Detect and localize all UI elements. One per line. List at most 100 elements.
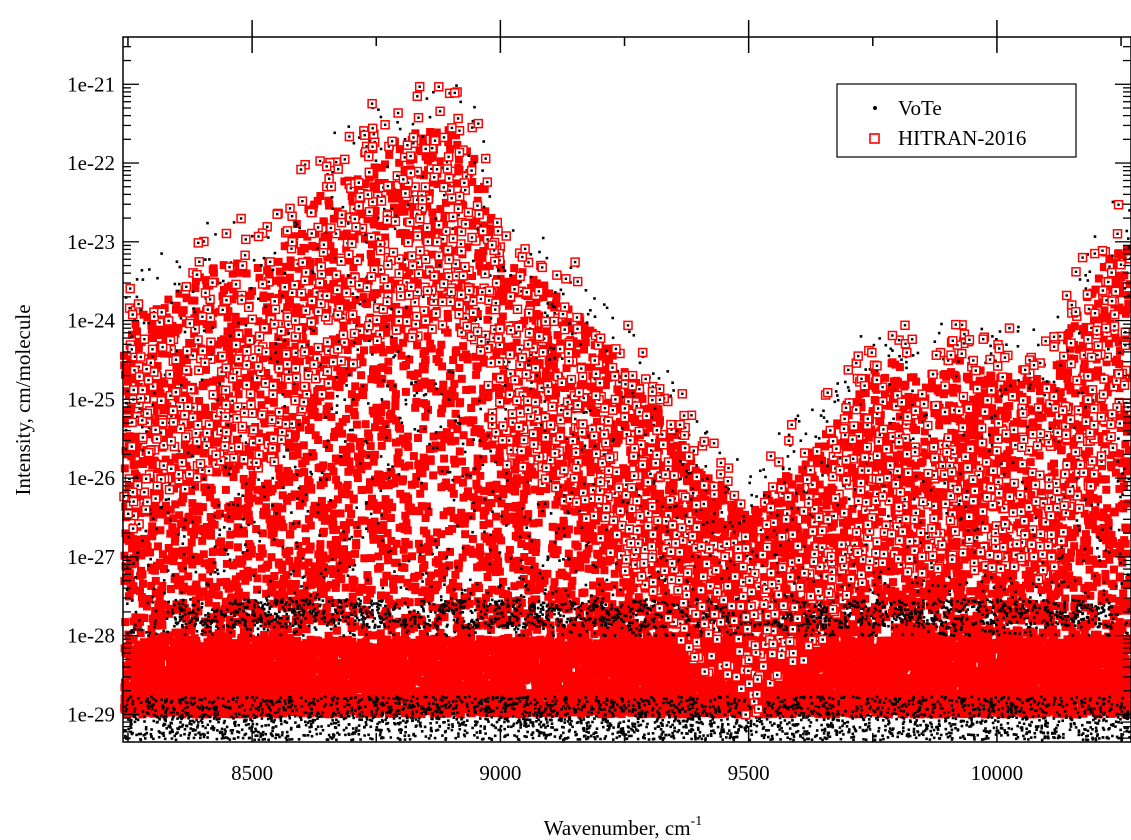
hitran-point [499,490,508,499]
hitran-point [228,561,237,570]
hitran-point [383,428,392,437]
hitran-point [211,402,219,411]
hitran-point [195,397,204,405]
hitran-point [316,544,325,553]
hitran-point [206,513,215,521]
hitran-point [121,618,130,627]
hitran-point [188,296,197,305]
hitran-point [440,211,449,220]
hitran-point [240,627,248,636]
hitran-point [520,553,529,561]
hitran-point [917,518,926,527]
hitran-point [352,538,361,547]
hitran-point [296,551,305,560]
hitran-point [458,478,467,487]
hitran-point [482,441,491,450]
hitran-point [201,531,210,540]
hitran-point [331,583,340,592]
hitran-point [1111,449,1120,458]
hitran-point [1058,361,1066,370]
hitran-point [414,434,422,442]
hitran-point [446,145,455,154]
hitran-point [449,514,458,522]
hitran-point [1071,528,1080,537]
hitran-point [311,431,320,440]
hitran-point [412,473,421,481]
hitran-point [232,529,241,538]
hitran-point [374,552,383,561]
hitran-point [283,496,292,505]
hitran-point [281,406,290,415]
hitran-point [199,527,208,535]
hitran-point [368,332,377,341]
hitran-point [644,419,653,428]
hitran-point [392,539,401,548]
hitran-point [223,327,232,336]
hitran-point [537,500,546,509]
hitran-point [267,588,276,597]
hitran-point [1050,459,1058,468]
hitran-point [294,469,303,478]
hitran-point [206,565,215,574]
hitran-point [599,621,608,630]
hitran-point [596,577,604,586]
hitran-point [467,404,476,412]
hitran-point [225,349,234,358]
hitran-point [332,475,341,484]
hitran-point [503,604,512,613]
hitran-point [330,599,339,607]
hitran-point [386,514,395,522]
hitran-point [378,426,387,434]
hitran-point [344,467,353,476]
hitran-point [309,509,318,518]
hitran-point [202,276,210,285]
hitran-point [354,337,362,345]
hitran-point [1120,271,1129,280]
hitran-point [312,348,321,357]
hitran-point [936,553,945,562]
hitran-point [361,420,370,429]
hitran-point [394,423,403,432]
hitran-point [963,372,972,381]
hitran-point [209,377,217,386]
hitran-point [366,478,374,487]
hitran-point [352,316,361,324]
hitran-point [151,576,160,585]
hitran-point [571,507,580,516]
hitran-point [873,649,882,658]
hitran-point [1076,549,1084,558]
hitran-point [342,244,351,253]
hitran-point [276,539,285,548]
hitran-point [378,481,387,490]
hitran-point [704,514,713,523]
hitran-point [300,468,309,476]
hitran-point [576,551,585,560]
hitran-point [346,617,355,626]
hitran-point [627,565,636,574]
hitran-point [916,560,925,569]
hitran-point [380,222,389,231]
hitran-point [485,519,494,528]
hitran-point [164,631,173,640]
hitran-point [534,325,543,334]
hitran-point [214,591,223,600]
hitran-point [225,615,234,624]
hitran-point [956,473,965,482]
hitran-point [554,595,563,603]
hitran-point [408,202,417,211]
hitran-point [956,417,965,426]
hitran-point [476,471,485,480]
hitran-point [416,545,425,554]
hitran-point [471,397,480,406]
hitran-point [390,479,399,488]
hitran-point [453,515,462,524]
hitran-point [364,429,373,438]
hitran-point [375,631,384,640]
hitran-point [338,445,347,454]
hitran-point [326,242,335,251]
hitran-point [1122,523,1131,532]
hitran-point [455,364,464,372]
hitran-point [404,307,413,316]
hitran-point [338,551,347,560]
hitran-point [394,448,403,457]
